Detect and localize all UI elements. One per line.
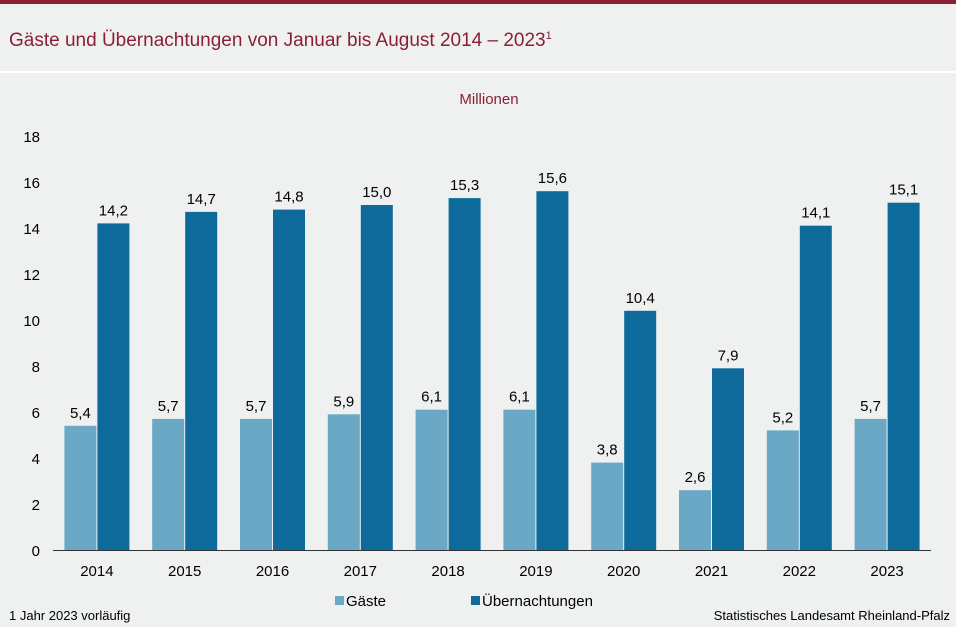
data-label: 5,7 (158, 398, 179, 415)
y-tick-label: 2 (32, 497, 40, 514)
data-label: 14,1 (801, 205, 830, 222)
bar-uebernachtungen-2019 (536, 191, 569, 550)
title-bar: Gäste und Übernachtungen von Januar bis … (0, 4, 956, 73)
chart-title-text: Gäste und Übernachtungen von Januar bis … (9, 30, 546, 51)
y-tick-label: 0 (32, 543, 40, 560)
x-tick-label: 2023 (870, 563, 903, 580)
source-note: Statistisches Landesamt Rheinland-Pfalz (713, 608, 950, 623)
x-tick-label: 2020 (607, 563, 640, 580)
legend-uebernachtungen-label: Übernachtungen (482, 592, 593, 610)
y-tick-label: 14 (23, 221, 40, 238)
y-tick-label: 4 (32, 451, 40, 468)
bar-gaeste-2021 (679, 490, 711, 550)
y-tick-label: 16 (23, 175, 40, 192)
data-label: 6,1 (421, 389, 442, 406)
x-tick-label: 2021 (695, 563, 728, 580)
data-label: 6,1 (509, 389, 530, 406)
bar-uebernachtungen-2015 (185, 211, 218, 550)
bar-uebernachtungen-2018 (448, 198, 481, 550)
x-axis: 2014 2015 2016 2017 2018 2019 2020 2021 2022 2023 (53, 550, 931, 580)
top-accent-bar (0, 0, 956, 4)
bar-gaeste-2015 (152, 418, 185, 550)
bar-uebernachtungen-2021 (712, 368, 744, 550)
bar-uebernachtungen-2022 (799, 225, 832, 550)
data-label: 2,6 (685, 469, 706, 486)
bar-gaeste-2022 (766, 430, 799, 550)
bar-gaeste-2023 (854, 418, 887, 550)
unit-label: Millionen (459, 91, 518, 108)
y-tick-label: 8 (32, 359, 40, 376)
footnote: 1 Jahr 2023 vorläufig (9, 608, 131, 623)
title-footnote-mark: 1 (545, 30, 552, 42)
bar-uebernachtungen-2023 (887, 202, 920, 550)
data-label: 15,0 (362, 184, 391, 201)
y-tick-label: 10 (23, 313, 40, 330)
bar-gaeste-2016 (240, 418, 272, 550)
data-label: 7,9 (718, 347, 739, 364)
x-tick-label: 2019 (519, 563, 552, 580)
bar-gaeste-2018 (415, 409, 448, 550)
x-tick-label: 2014 (80, 563, 113, 580)
legend-uebernachtungen-swatch (471, 596, 480, 605)
bar-uebernachtungen-2017 (360, 205, 393, 550)
bar-gaeste-2014 (64, 425, 97, 550)
legend-gaeste-label: Gäste (346, 593, 386, 610)
data-label: 5,2 (772, 409, 793, 426)
data-label: 15,3 (450, 177, 479, 194)
bar-uebernachtungen-2014 (97, 223, 130, 550)
bars-group: 5,4 14,2 5,7 14,7 5,7 14,8 5,9 15,0 6,1 15,3 6,1 15… (64, 170, 920, 550)
legend-gaeste-swatch (335, 596, 344, 605)
x-tick-label: 2018 (431, 563, 464, 580)
bar-gaeste-2020 (591, 462, 624, 550)
y-tick-label: 12 (23, 267, 40, 284)
data-label: 14,2 (99, 202, 128, 219)
bar-gaeste-2017 (327, 414, 360, 550)
y-axis: 0 2 4 6 8 10 12 14 16 18 (23, 129, 40, 560)
data-label: 3,8 (597, 442, 618, 459)
x-tick-label: 2022 (783, 563, 816, 580)
data-label: 5,7 (246, 398, 267, 415)
legend: Gäste Übernachtungen (335, 592, 593, 610)
bar-gaeste-2019 (503, 409, 536, 550)
data-label: 14,8 (274, 189, 303, 206)
data-label: 15,1 (889, 182, 918, 199)
data-label: 15,6 (538, 170, 567, 187)
data-label: 5,7 (860, 398, 881, 415)
x-tick-label: 2015 (168, 563, 201, 580)
x-tick-label: 2016 (256, 563, 289, 580)
bar-uebernachtungen-2020 (624, 310, 657, 550)
x-tick-label: 2017 (344, 563, 377, 580)
data-label: 5,4 (70, 405, 91, 422)
bar-uebernachtungen-2016 (273, 209, 305, 550)
data-label: 14,7 (187, 191, 216, 208)
chart-title: Gäste und Übernachtungen von Januar bis … (9, 30, 552, 52)
y-tick-label: 6 (32, 405, 40, 422)
data-label: 5,9 (333, 393, 354, 410)
y-tick-label: 18 (23, 129, 40, 146)
data-label: 10,4 (626, 290, 655, 307)
